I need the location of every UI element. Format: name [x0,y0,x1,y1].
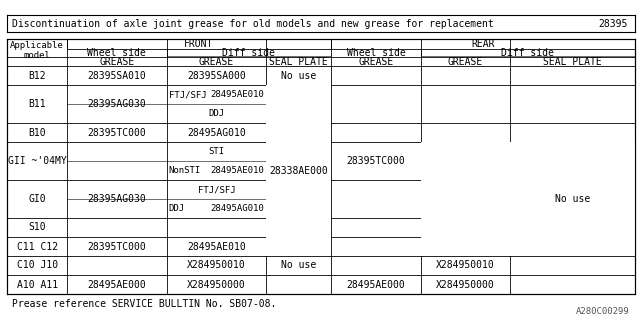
Text: Prease reference SERVICE BULLTIN No. SB07-08.: Prease reference SERVICE BULLTIN No. SB0… [12,299,276,309]
Text: DDJ: DDJ [209,109,225,118]
Text: B11: B11 [28,99,46,109]
Text: 28395AG030: 28395AG030 [88,194,146,204]
Text: X284950000: X284950000 [436,279,495,290]
Text: 28395SA010: 28395SA010 [88,70,146,81]
Text: GREASE: GREASE [199,57,234,67]
Text: SEAL PLATE: SEAL PLATE [543,57,602,67]
Text: 28495AE010: 28495AE010 [187,242,246,252]
Text: 28395TC000: 28395TC000 [346,156,405,166]
Text: 28495AE000: 28495AE000 [88,279,146,290]
Text: 28395: 28395 [598,19,628,28]
Text: Wheel side: Wheel side [88,48,146,58]
Text: 28395TC000: 28395TC000 [88,242,146,252]
Text: A10 A11: A10 A11 [17,279,58,290]
Text: GII ~'04MY: GII ~'04MY [8,156,67,166]
Text: C10 J10: C10 J10 [17,260,58,270]
Text: X284950000: X284950000 [187,279,246,290]
Text: B10: B10 [28,127,46,138]
Text: No use: No use [281,260,316,270]
Text: 28395TC000: 28395TC000 [88,127,146,138]
Text: NonSTI: NonSTI [169,166,201,175]
Text: DDJ: DDJ [169,204,185,213]
Text: No use: No use [555,194,590,204]
Text: 28495AE010: 28495AE010 [211,90,264,99]
Text: 28338AE000: 28338AE000 [269,156,328,166]
Text: Applicable
model: Applicable model [10,41,64,60]
Text: 28395SA000: 28395SA000 [187,70,246,81]
Text: 28495AE000: 28495AE000 [346,279,405,290]
Text: FTJ/SFJ: FTJ/SFJ [198,185,236,194]
Text: 28495AE010: 28495AE010 [211,166,264,175]
Text: REAR: REAR [471,39,495,49]
Text: B12: B12 [28,70,46,81]
Text: C11 C12: C11 C12 [17,242,58,252]
Text: 28395AG030: 28395AG030 [88,99,146,109]
Text: 28495AG010: 28495AG010 [436,156,495,166]
Text: STI: STI [209,147,225,156]
Text: No use: No use [281,70,316,81]
Text: Wheel side: Wheel side [346,48,405,58]
Bar [266,85,331,256]
Text: SEAL PLATE: SEAL PLATE [269,57,328,67]
Text: Diff side: Diff side [223,48,275,58]
Text: 28495AG010: 28495AG010 [211,204,264,213]
Text: Discontinuation of axle joint grease for old models and new grease for replaceme: Discontinuation of axle joint grease for… [12,19,494,28]
Text: X284950010: X284950010 [187,260,246,270]
Text: 28495AG010: 28495AG010 [187,127,246,138]
Text: FTJ/SFJ: FTJ/SFJ [169,90,206,99]
Text: GI0: GI0 [28,194,46,204]
Text: Diff side: Diff side [502,48,554,58]
Text: GREASE: GREASE [358,57,394,67]
Text: No use: No use [555,156,590,166]
Bar [420,142,635,256]
Text: S10: S10 [28,222,46,233]
Text: GREASE: GREASE [99,57,134,67]
Text: A280C00299: A280C00299 [576,308,630,316]
Text: GREASE: GREASE [448,57,483,67]
Text: 28338AE000: 28338AE000 [269,165,328,175]
Text: X284950010: X284950010 [436,260,495,270]
Text: FRONT: FRONT [184,39,214,49]
